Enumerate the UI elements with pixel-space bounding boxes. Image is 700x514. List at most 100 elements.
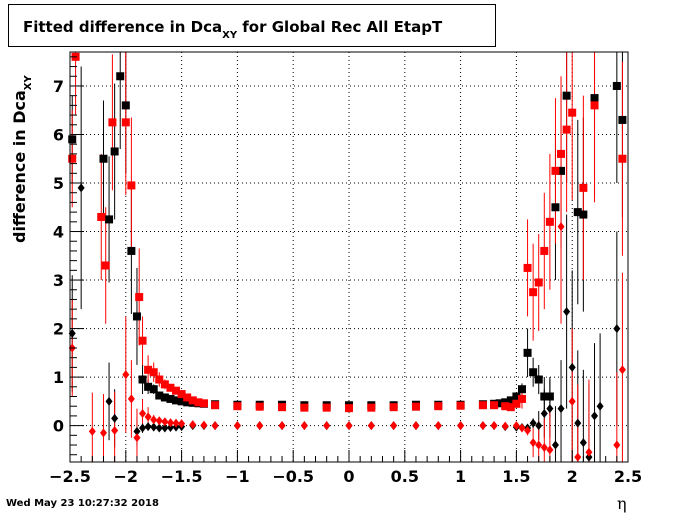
data-point-square — [557, 166, 566, 175]
data-point-square — [523, 348, 532, 357]
data-point-square — [160, 380, 169, 389]
data-point-square — [166, 394, 175, 403]
data-point-square — [68, 154, 77, 163]
data-point-square — [618, 115, 627, 124]
data-point-square — [534, 375, 543, 384]
data-point-diamond — [457, 421, 465, 431]
data-point-square — [132, 312, 141, 321]
x-tick-label: 2.5 — [614, 467, 642, 486]
data-point-diamond — [77, 183, 85, 193]
data-point-square — [127, 246, 136, 255]
data-point-diamond — [579, 438, 587, 448]
data-point-square — [116, 72, 125, 81]
data-point-diamond — [574, 418, 582, 428]
y-tick-label: 7 — [53, 77, 64, 96]
data-point-diamond — [133, 433, 141, 443]
x-tick-label: −0.5 — [272, 467, 314, 486]
title-box: Fitted difference in DcaXY for Global Re… — [8, 4, 496, 47]
data-point-diamond — [111, 425, 119, 435]
data-point-diamond — [323, 421, 331, 431]
data-point-square — [144, 382, 153, 391]
data-point-square — [490, 401, 499, 410]
data-point-diamond — [490, 421, 498, 431]
data-point-diamond — [172, 418, 180, 428]
data-point-diamond — [161, 423, 169, 433]
x-tick-label: −1 — [225, 467, 250, 486]
data-point-diamond — [540, 408, 548, 418]
data-point-square — [618, 154, 627, 163]
chart-title: Fitted difference in DcaXY for Global Re… — [23, 18, 443, 41]
data-point-diamond — [122, 370, 130, 380]
data-point-square — [149, 385, 158, 394]
data-point-diamond — [200, 420, 208, 430]
data-markers — [68, 52, 627, 462]
x-tick-label: 0.5 — [391, 467, 419, 486]
data-point-square — [278, 403, 287, 412]
data-point-square — [172, 396, 181, 405]
data-point-square — [545, 392, 554, 401]
data-point-diamond — [546, 404, 554, 414]
data-point-diamond — [618, 365, 626, 375]
data-point-square — [512, 399, 521, 408]
data-point-diamond — [133, 426, 141, 436]
data-point-diamond — [585, 452, 593, 462]
data-point-diamond — [127, 394, 135, 404]
y-tick-label: 3 — [53, 271, 64, 290]
data-point-diamond — [546, 445, 554, 455]
data-point-square — [121, 101, 130, 110]
data-point-square — [523, 263, 532, 272]
data-point-square — [135, 293, 144, 302]
data-point-diamond — [150, 415, 158, 425]
data-point-square — [68, 135, 77, 144]
data-point-diamond — [518, 423, 526, 433]
data-point-square — [367, 403, 376, 412]
y-axis-label: difference in DcaXY — [10, 75, 34, 243]
timestamp: Wed May 23 10:27:32 2018 — [6, 498, 159, 509]
data-point-diamond — [278, 421, 286, 431]
data-point-square — [540, 392, 549, 401]
error-bars — [71, 52, 623, 462]
data-point-square — [155, 391, 164, 400]
data-point-diamond — [568, 396, 576, 406]
axis-ticks: −2.5 −2 −1.5 −1 −0.5 0 0.5 1 1.5 2 2.5 0 1 2 3 4 5 6 7 — [49, 56, 642, 486]
data-point-diamond — [155, 423, 163, 433]
data-point-diamond — [613, 440, 621, 450]
data-point-diamond — [529, 438, 537, 448]
data-point-diamond — [139, 408, 147, 418]
data-point-square — [194, 398, 203, 407]
data-point-diamond — [540, 442, 548, 452]
data-point-diamond — [501, 421, 509, 431]
data-point-square — [478, 401, 487, 410]
data-point-square — [506, 396, 515, 405]
data-point-square — [456, 401, 465, 410]
data-point-diamond — [111, 413, 119, 423]
y-tick-label: 6 — [53, 125, 64, 144]
data-point-square — [183, 393, 192, 402]
data-point-square — [529, 288, 538, 297]
data-point-diamond — [551, 440, 559, 450]
y-tick-label: 5 — [53, 174, 64, 193]
data-point-square — [551, 166, 560, 175]
data-point-square — [573, 208, 582, 217]
data-point-diamond — [434, 421, 442, 431]
data-point-square — [590, 101, 599, 110]
data-point-square — [138, 375, 147, 384]
data-point-diamond — [345, 421, 353, 431]
data-point-square — [534, 278, 543, 287]
y-tick-label: 1 — [53, 368, 64, 387]
x-tick-label: −2.5 — [49, 467, 91, 486]
data-point-square — [495, 399, 504, 408]
data-point-square — [255, 402, 264, 411]
x-tick-label: 1 — [455, 467, 466, 486]
x-axis-label: η — [617, 494, 627, 513]
data-point-diamond — [166, 423, 174, 433]
data-point-square — [501, 402, 510, 411]
data-point-square — [389, 403, 398, 412]
data-point-square — [506, 403, 515, 412]
data-point-square — [562, 125, 571, 134]
data-point-diamond — [591, 411, 599, 421]
data-point-diamond — [524, 425, 532, 435]
data-point-square — [105, 215, 114, 224]
data-point-diamond — [256, 421, 264, 431]
data-point-square — [233, 402, 242, 411]
